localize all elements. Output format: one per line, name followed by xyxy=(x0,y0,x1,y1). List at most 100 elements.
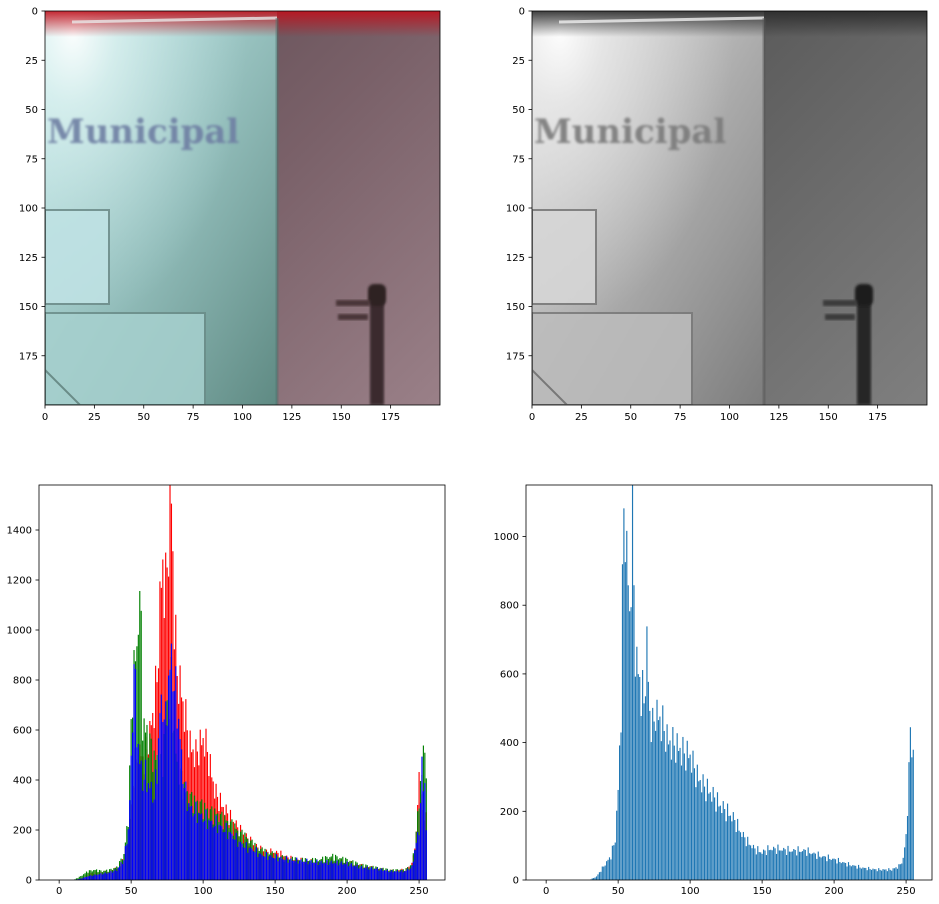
histogram-bar xyxy=(781,850,783,880)
histogram-bar xyxy=(709,792,711,880)
histogram-bar xyxy=(360,866,363,880)
histogram-bar xyxy=(96,869,98,880)
histogram-bar xyxy=(706,778,708,880)
histogram-bar xyxy=(127,829,129,880)
histogram-bar xyxy=(647,681,649,880)
histogram-bar xyxy=(322,863,324,880)
histogram-bar xyxy=(422,791,424,880)
y-tick-label: 600 xyxy=(13,726,32,737)
x-tick-label: 150 xyxy=(753,886,772,897)
histogram-bar xyxy=(179,739,181,880)
histogram-bar xyxy=(375,869,377,880)
histogram-bar xyxy=(899,864,901,880)
histogram-bar xyxy=(731,821,733,880)
histogram-bar xyxy=(88,870,90,880)
histogram-bar xyxy=(317,865,319,880)
histogram-bar xyxy=(137,743,139,880)
histogram-bar xyxy=(811,853,814,880)
histogram-bar xyxy=(144,759,147,880)
histogram-bar xyxy=(657,720,660,880)
histogram-bar xyxy=(381,868,383,880)
histogram-bar xyxy=(327,864,329,880)
histogram-bar xyxy=(139,764,141,880)
histogram-bar xyxy=(77,878,79,880)
histogram-bar xyxy=(774,848,776,880)
histogram-bar xyxy=(418,835,420,880)
histogram-bar xyxy=(415,842,417,880)
sign-text: Municipal xyxy=(47,112,239,152)
y-tick-label: 25 xyxy=(25,56,38,67)
y-tick-label: 100 xyxy=(506,204,525,215)
histogram-bar xyxy=(203,820,206,880)
rgb-histogram-bars xyxy=(74,485,427,880)
histogram-bar xyxy=(110,871,112,880)
histogram-bar xyxy=(316,859,318,880)
histogram-bar xyxy=(898,864,900,880)
y-tick-label: 0 xyxy=(32,7,38,18)
histogram-bar xyxy=(742,831,744,880)
histogram-bar xyxy=(180,749,183,880)
histogram-bar xyxy=(708,793,710,880)
histogram-bar xyxy=(153,799,155,880)
grayscale-histogram-axes: 0 50 100 150 200 250 0 200 400 600 800 1000 xyxy=(494,532,916,897)
x-tick-label: 0 xyxy=(543,886,549,897)
histogram-bar xyxy=(680,765,683,880)
histogram-bar xyxy=(261,855,263,880)
histogram-bar xyxy=(333,862,335,880)
histogram-bar xyxy=(617,789,619,880)
histogram-bar xyxy=(339,863,341,880)
histogram-bar xyxy=(310,860,312,880)
histogram-bar xyxy=(309,861,311,880)
histogram-bar xyxy=(206,829,209,880)
histogram-bar xyxy=(754,848,756,880)
histogram-bar xyxy=(156,783,158,880)
histogram-bar xyxy=(862,867,864,880)
histogram-bar xyxy=(676,733,678,880)
histogram-bar xyxy=(768,850,770,880)
histogram-bar xyxy=(863,867,865,880)
histogram-bar xyxy=(284,860,286,880)
histogram-bar xyxy=(359,867,361,880)
histogram-bar xyxy=(355,866,357,880)
histogram-bar xyxy=(757,846,759,880)
x-tick-label: 100 xyxy=(681,886,700,897)
histogram-bar xyxy=(252,851,255,880)
histogram-bar xyxy=(175,666,177,880)
histogram-bar xyxy=(314,862,317,880)
y-tick-label: 800 xyxy=(500,601,519,612)
histogram-bar xyxy=(100,873,102,880)
histogram-bar xyxy=(411,865,413,880)
histogram-bar xyxy=(859,867,861,880)
series-0 xyxy=(74,485,427,880)
x-tick-label: 150 xyxy=(819,412,838,423)
histogram-bar xyxy=(336,860,338,880)
y-tick-label: 200 xyxy=(13,826,32,837)
histogram-bar xyxy=(729,815,732,880)
histogram-bar xyxy=(84,876,86,880)
histogram-bar xyxy=(702,774,704,880)
histogram-bar xyxy=(652,707,654,880)
histogram-bar xyxy=(222,832,224,880)
histogram-bar xyxy=(624,562,626,880)
x-tick-label: 0 xyxy=(529,412,535,423)
histogram-bar xyxy=(306,858,308,880)
histogram-bar xyxy=(195,801,197,880)
histogram-bar xyxy=(159,713,161,880)
x-tick-label: 75 xyxy=(187,412,200,423)
histogram-bar xyxy=(660,741,662,880)
histogram-bar xyxy=(614,842,616,880)
histogram-bar xyxy=(214,826,216,880)
histogram-bar xyxy=(106,873,108,880)
histogram-bar xyxy=(326,859,328,880)
histogram-bar xyxy=(370,866,373,880)
histogram-bar xyxy=(147,783,149,880)
histogram-bar xyxy=(343,863,345,880)
histogram-bar xyxy=(192,816,194,880)
histogram-bar xyxy=(820,857,822,880)
histogram-bar xyxy=(101,874,103,880)
histogram-bar xyxy=(801,851,804,880)
histogram-bar xyxy=(703,786,706,880)
histogram-bar xyxy=(817,851,819,880)
histogram-bar xyxy=(234,839,236,880)
histogram-bar xyxy=(342,864,344,880)
